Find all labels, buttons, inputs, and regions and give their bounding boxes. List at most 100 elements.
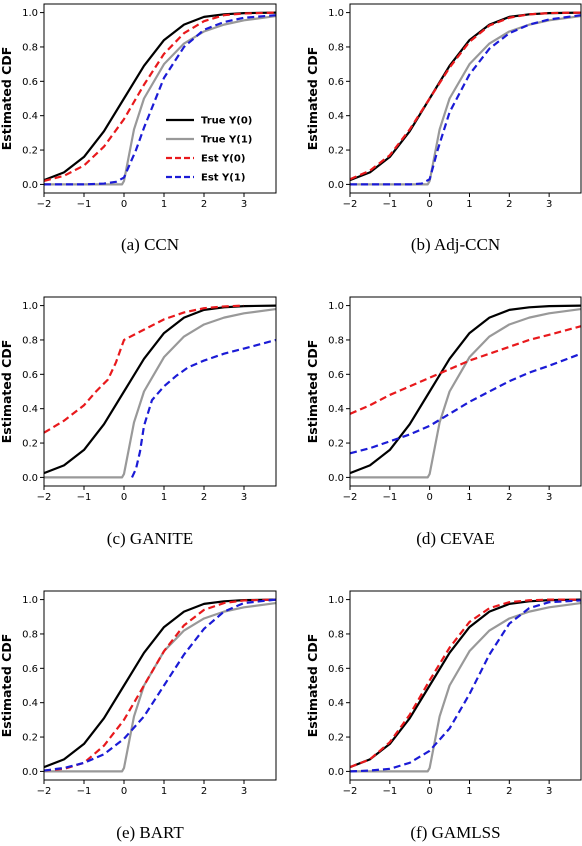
x-tick-label: −1 <box>382 199 397 210</box>
x-tick-label: 0 <box>426 199 432 210</box>
y-tick-label: 0.6 <box>328 370 344 381</box>
y-tick-label: 0.8 <box>22 335 38 346</box>
x-tick-label: −2 <box>37 199 52 210</box>
y-tick-label: 0.4 <box>22 111 38 122</box>
x-tick-label: −1 <box>77 492 92 503</box>
x-tick-label: 3 <box>546 199 552 210</box>
chart-panel-4: −2 −1 0 1 2 3 0.0 0.2 0.4 0.6 0.8 1.0 Estimated CDF (… <box>305 296 582 548</box>
y-tick-label: 0.8 <box>328 335 344 346</box>
series-line-true-y-1 <box>44 307 277 479</box>
y-tick-label: 1.0 <box>22 595 38 606</box>
x-tick-label: 1 <box>466 492 472 503</box>
y-tick-label: 0.2 <box>328 146 344 157</box>
x-tick-label: −2 <box>37 786 52 797</box>
x-tick-label: −1 <box>382 786 397 797</box>
y-tick-label: 0.4 <box>328 111 344 122</box>
series-line-true-y-0 <box>349 598 582 769</box>
y-tick-label: 0.4 <box>22 404 38 415</box>
legend-entry: True Y(1) <box>201 135 252 146</box>
series-line-est-y-0 <box>43 11 277 183</box>
y-tick-label: 0.2 <box>22 146 38 157</box>
y-tick-label: 0.6 <box>22 664 38 675</box>
y-tick-label: 0.0 <box>22 767 38 778</box>
x-tick-label: −2 <box>343 492 358 503</box>
y-axis-label: Estimated CDF <box>0 47 14 151</box>
y-tick-label: 0.0 <box>22 180 38 191</box>
y-tick-label: 0.4 <box>22 698 38 709</box>
y-tick-label: 0.8 <box>328 629 344 640</box>
series-line-true-y-1 <box>44 14 277 186</box>
x-tick-label: 0 <box>121 199 127 210</box>
chart-panel-3: −2 −1 0 1 2 3 0.0 0.2 0.4 0.6 0.8 1.0 Estimated CDF (… <box>0 296 277 548</box>
y-axis-label: Estimated CDF <box>0 634 14 738</box>
x-tick-label: 1 <box>466 199 472 210</box>
x-tick-label: 1 <box>466 786 472 797</box>
x-tick-label: 2 <box>201 199 207 210</box>
y-tick-label: 0.0 <box>328 180 344 191</box>
series-line-true-y-1 <box>350 14 582 186</box>
y-tick-label: 1.0 <box>22 301 38 312</box>
series-line-est-y-1 <box>131 338 277 478</box>
y-axis-label: Estimated CDF <box>305 634 320 738</box>
x-tick-label: −1 <box>77 786 92 797</box>
plot-frame <box>43 590 277 781</box>
y-tick-label: 1.0 <box>22 8 38 19</box>
y-tick-label: 0.0 <box>22 473 38 484</box>
series-line-est-y-1 <box>349 352 582 455</box>
y-axis-label: Estimated CDF <box>305 47 320 151</box>
series-line-est-y-0 <box>349 598 581 769</box>
series-line-est-y-0 <box>43 304 245 434</box>
x-tick-label: 2 <box>201 786 207 797</box>
y-tick-label: 1.0 <box>328 595 344 606</box>
y-tick-label: 0.2 <box>328 439 344 450</box>
x-tick-label: −2 <box>37 492 52 503</box>
x-tick-label: 1 <box>161 786 167 797</box>
series-line-true-y-0 <box>43 598 277 769</box>
x-tick-label: −1 <box>77 199 92 210</box>
x-tick-label: 0 <box>426 786 432 797</box>
y-tick-label: 0.4 <box>328 698 344 709</box>
y-tick-label: 0.2 <box>328 733 344 744</box>
x-tick-label: 0 <box>121 786 127 797</box>
legend-entry: Est Y(1) <box>201 173 245 184</box>
y-tick-label: 0.8 <box>328 42 344 53</box>
plot-frame <box>43 3 277 194</box>
x-tick-label: 2 <box>201 492 207 503</box>
series-line-est-y-1 <box>349 599 582 773</box>
panel-caption: (d) CEVAE <box>416 529 495 548</box>
panel-caption: (e) BART <box>116 823 184 842</box>
y-tick-label: 0.2 <box>22 733 38 744</box>
series-line-true-y-0 <box>349 304 582 475</box>
panel-caption: (f) GAMLSS <box>410 823 500 842</box>
legend: True Y(0) True Y(1) Est Y(0) Est Y(1) <box>166 116 252 184</box>
series-line-est-y-1 <box>44 14 277 186</box>
x-tick-label: 3 <box>241 492 247 503</box>
y-tick-label: 0.0 <box>328 767 344 778</box>
x-tick-label: 3 <box>546 492 552 503</box>
chart-panel-1: −2 −1 0 1 2 3 0.0 0.2 0.4 0.6 0.8 1.0 Estimated CDF (… <box>0 3 277 254</box>
plot-frame <box>43 296 277 487</box>
x-tick-label: 3 <box>241 199 247 210</box>
series-line-true-y-1 <box>350 601 582 773</box>
x-tick-label: 1 <box>161 199 167 210</box>
y-tick-label: 1.0 <box>328 8 344 19</box>
panel-caption: (c) GANITE <box>107 529 193 548</box>
x-tick-label: 3 <box>546 786 552 797</box>
plot-frame <box>349 3 582 194</box>
chart-panel-6: −2 −1 0 1 2 3 0.0 0.2 0.4 0.6 0.8 1.0 Estimated CDF (… <box>305 590 582 842</box>
x-tick-label: −2 <box>343 786 358 797</box>
x-tick-label: 2 <box>506 492 512 503</box>
x-tick-label: −1 <box>382 492 397 503</box>
chart-panel-5: −2 −1 0 1 2 3 0.0 0.2 0.4 0.6 0.8 1.0 Estimated CDF (… <box>0 590 277 842</box>
series-line-true-y-0 <box>349 11 582 182</box>
panel-caption: (a) CCN <box>121 235 179 254</box>
y-axis-label: Estimated CDF <box>305 340 320 444</box>
series-line-true-y-1 <box>350 307 582 479</box>
legend-entry: Est Y(0) <box>201 154 245 165</box>
series-line-est-y-0 <box>349 11 582 181</box>
y-tick-label: 0.0 <box>328 473 344 484</box>
y-tick-label: 0.6 <box>22 77 38 88</box>
y-tick-label: 0.6 <box>328 664 344 675</box>
x-tick-label: 2 <box>506 786 512 797</box>
